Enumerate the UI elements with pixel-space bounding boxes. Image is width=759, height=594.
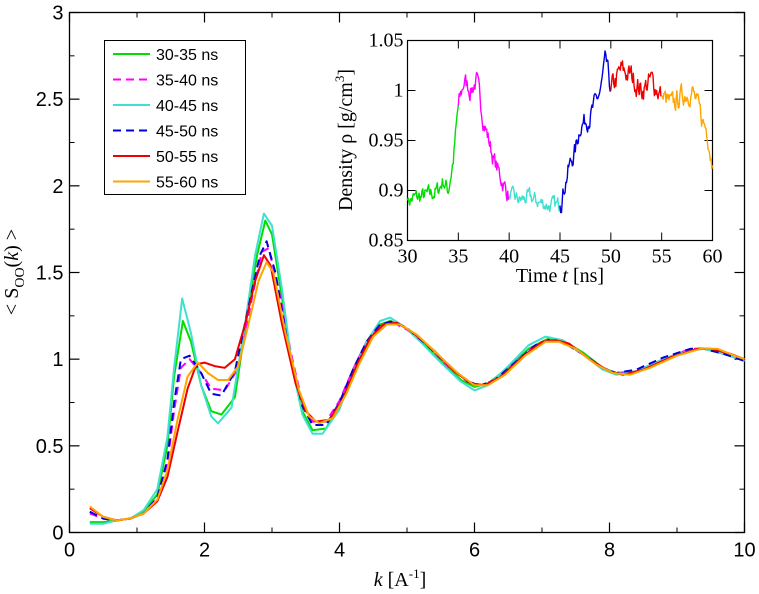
main-ylabel-paren: ( [1, 260, 23, 267]
inset-series-line-50-55-ns [610, 60, 662, 100]
inset-x-tick-label: 55 [652, 246, 672, 268]
main-y-tick-label: 2 [52, 176, 63, 198]
legend-label: 30-35 ns [156, 47, 218, 64]
inset-y-tick-label: 1 [394, 80, 404, 102]
legend-label: 50-55 ns [156, 149, 218, 166]
main-ylabel-pre: < S [1, 288, 23, 315]
series-line-55-60-ns [89, 261, 745, 522]
main-x-tick-label: 0 [64, 540, 75, 562]
main-y-tick-label: 3 [52, 3, 63, 25]
main-xlabel-sup: -1 [409, 566, 420, 581]
legend-label: 40-45 ns [156, 98, 218, 115]
inset-x-axis-label: Time t [ns] [516, 265, 604, 287]
inset-x-tick-label: 45 [550, 246, 570, 268]
inset-ylabel-text: Density ρ [g/cm [335, 82, 357, 211]
main-x-tick-label: 10 [733, 540, 755, 562]
inset-x-tick-label: 60 [703, 246, 723, 268]
inset-series-line-35-40-ns [457, 72, 510, 202]
main-y-tick-label: 0.5 [36, 436, 64, 458]
legend-label: 45-50 ns [156, 124, 218, 141]
inset-y-tick-label: 0.9 [379, 180, 404, 202]
legend: 30-35 ns 35-40 ns 40-45 ns 45-50 ns 50-55 ns… [104, 40, 246, 195]
inset-y-tick-label: 0.85 [369, 230, 404, 252]
inset-tick-labels: 30 35 40 45 50 55 60 0.85 0.9 0.95 1 1.05 [369, 30, 723, 268]
inset-y-axis-label: Density ρ [g/cm3] [332, 69, 357, 211]
main-xlabel-k: k [374, 569, 384, 591]
inset-x-tick-label: 40 [499, 246, 519, 268]
inset-xlabel-t: t [562, 265, 568, 287]
inset-x-tick-label: 35 [448, 246, 468, 268]
inset-series-line-40-45-ns [508, 185, 561, 213]
inset-series-line-30-35-ns [406, 105, 459, 206]
main-xlabel-unit: [A [383, 569, 410, 591]
main-x-tick-label: 6 [469, 540, 480, 562]
series-line-35-40-ns [89, 247, 745, 522]
main-y-tick-label: 1 [52, 349, 63, 371]
legend-label: 55-60 ns [156, 175, 218, 192]
inset-xlabel-pre: Time [516, 265, 563, 287]
inset-x-tick-label: 30 [398, 246, 418, 268]
main-ylabel-post: ) > [1, 229, 23, 252]
inset-y-tick-label: 0.95 [369, 130, 404, 152]
main-y-axis-label: < SOO(k) > [1, 229, 28, 315]
main-x-axis-label: k [A-1] [374, 566, 427, 591]
inset-ylabel-end: ] [335, 69, 357, 76]
series-line-50-55-ns [89, 254, 745, 522]
main-x-tick-label: 8 [604, 540, 615, 562]
main-x-tick-label: 4 [334, 540, 345, 562]
main-series-lines [89, 212, 745, 525]
inset-series-line-55-60-ns [661, 83, 714, 170]
inset-series-line-45-50-ns [559, 50, 612, 214]
main-xlabel-end: ] [420, 569, 427, 591]
main-ylabel-k: k [1, 251, 23, 261]
inset-xlabel-post: [ns] [568, 265, 604, 287]
main-x-tick-label: 2 [199, 540, 210, 562]
main-y-tick-label: 1.5 [36, 263, 64, 285]
main-y-tick-label: 2.5 [36, 89, 64, 111]
main-tick-labels: 0 2 4 6 8 10 0 0.5 1 1.5 2 2.5 3 [36, 3, 756, 562]
legend-items: 30-35 ns 35-40 ns 40-45 ns 45-50 ns 50-55 ns… [113, 47, 218, 192]
main-y-tick-label: 0 [52, 523, 63, 545]
inset-ylabel-sup: 3 [332, 76, 347, 83]
inset-y-tick-label: 1.05 [369, 30, 404, 52]
legend-box [104, 40, 246, 195]
inset-x-tick-label: 50 [601, 246, 621, 268]
inset-density-plot: 30 35 40 45 50 55 60 0.85 0.9 0.95 1 1.05 Time t [n… [332, 30, 723, 288]
inset-axis-ticks [407, 40, 713, 241]
main-axis-ticks [68, 11, 746, 534]
legend-label: 35-40 ns [156, 73, 218, 90]
inset-series-lines [406, 50, 714, 214]
series-line-45-50-ns [89, 240, 745, 522]
main-ylabel-sub: OO [13, 267, 28, 287]
